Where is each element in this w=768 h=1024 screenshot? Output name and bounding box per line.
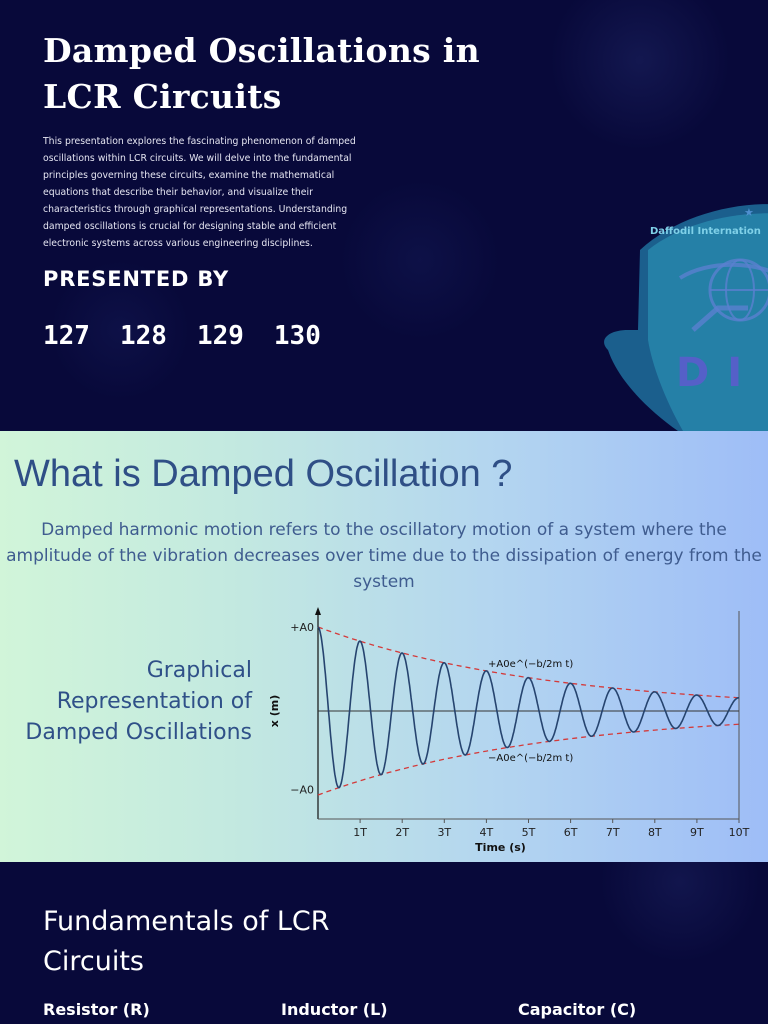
university-logo: Daffodil Internation ★ DI	[604, 204, 768, 431]
slide-fundamentals: Fundamentals of LCR Circuits Resistor (R…	[0, 862, 768, 1024]
member-number: 128	[119, 321, 167, 351]
member-number: 130	[273, 321, 321, 351]
y-tick-label: +A0	[290, 621, 314, 634]
y-tick-label: −A0	[290, 784, 314, 797]
presentation-title: Damped Oscillations in LCR Circuits	[43, 31, 480, 116]
x-tick-label: 3T	[437, 826, 451, 839]
member-number: 127	[43, 321, 90, 351]
component-capacitor: Capacitor (C)	[518, 1000, 637, 1019]
x-tick-label: 10T	[729, 826, 750, 839]
lower-envelope-label: −A0e^(−b/2m t)	[488, 753, 573, 764]
logo-letters: DI	[676, 350, 760, 396]
x-tick-label: 2T	[395, 826, 409, 839]
svg-text:★: ★	[744, 206, 754, 219]
presented-by-heading: PRESENTED BY	[43, 267, 230, 291]
slide-title: Damped Oscillations in LCR Circuits This…	[0, 0, 768, 431]
lower-envelope	[317, 723, 740, 796]
member-number: 129	[196, 321, 244, 351]
member-list: 127 128 129 130	[43, 321, 321, 351]
slide-definition: What is Damped Oscillation ? Damped harm…	[0, 431, 768, 862]
x-tick-label: 4T	[480, 826, 494, 839]
x-axis-label: Time (s)	[475, 841, 526, 854]
y-axis-label: x (m)	[268, 695, 281, 727]
slide-heading: Fundamentals of LCR Circuits	[43, 906, 330, 977]
damped-oscillation-chart: 1T 2T 3T 4T 5T 6T 7T 8T 9T 10T +A0 −A0 Time (s) x (m)…	[268, 607, 750, 854]
slide-heading: What is Damped Oscillation ?	[14, 453, 513, 495]
x-tick-label: 6T	[564, 826, 578, 839]
component-resistor: Resistor (R)	[43, 1000, 150, 1019]
x-tick-label: 8T	[648, 826, 662, 839]
graph-caption: Graphical Representation of Damped Oscil…	[25, 658, 252, 745]
definition-text: Damped harmonic motion refers to the osc…	[6, 520, 762, 592]
logo-text: Daffodil Internation	[650, 226, 761, 237]
upper-envelope-label: +A0e^(−b/2m t)	[488, 659, 573, 670]
x-tick-label: 9T	[690, 826, 704, 839]
component-inductor: Inductor (L)	[281, 1000, 388, 1019]
y-axis-arrow	[315, 607, 321, 615]
x-tick-label: 7T	[606, 826, 620, 839]
oscillation-curve	[317, 626, 739, 789]
x-tick-label: 1T	[353, 826, 367, 839]
x-tick-label: 5T	[522, 826, 536, 839]
presentation-description: This presentation explores the fascinati…	[43, 136, 356, 249]
